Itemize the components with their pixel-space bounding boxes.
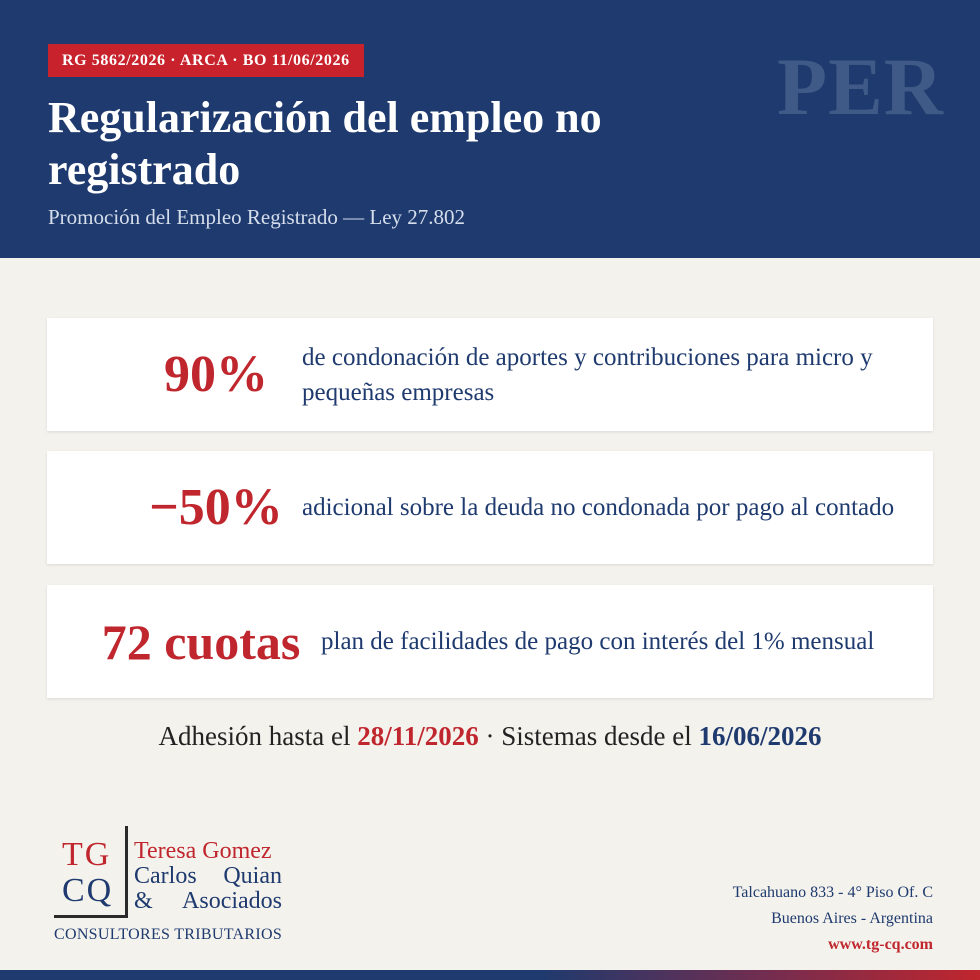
- logo-tagline: CONSULTORES TRIBUTARIOS: [54, 926, 283, 943]
- logo-name-teresa-gomez: Teresa Gomez: [134, 838, 272, 864]
- logo-name-asociados: & Asociados: [134, 888, 282, 914]
- benefit-description: plan de facilidades de pago con interés …: [321, 628, 875, 655]
- regulation-tag: RG 5862/2026 · ARCA · BO 11/06/2026: [48, 44, 364, 77]
- systems-label: · Sistemas desde el: [485, 721, 692, 751]
- per-watermark: PER: [777, 41, 944, 132]
- adhesion-date: 28/11/2026: [357, 721, 479, 751]
- logo-name-carlos-quian: Carlos Quian: [134, 863, 282, 889]
- logo-name-quian: Quian: [223, 863, 282, 889]
- logo-asociados: Asociados: [182, 888, 282, 914]
- logo-tg: TG: [62, 836, 112, 873]
- contact-address: Talcahuano 833 - 4° Piso Of. C: [732, 884, 933, 901]
- bottom-accent-bar: [0, 970, 980, 980]
- benefit-card-cash-discount: −50% adicional sobre la deuda no condona…: [47, 451, 933, 564]
- logo-frame-horizontal: [54, 915, 128, 918]
- logo-cq: CQ: [62, 872, 114, 909]
- page-title: Regularización del empleo no registrado: [48, 93, 602, 194]
- benefit-card-installments: 72 cuotas plan de facilidades de pago co…: [47, 585, 933, 698]
- logo-frame-vertical: [125, 826, 128, 918]
- adhesion-label: Adhesión hasta el: [158, 721, 351, 751]
- key-dates: Adhesión hasta el 28/11/2026 · Sistemas …: [0, 716, 980, 756]
- logo-name-carlos: Carlos: [134, 863, 197, 889]
- systems-date: 16/06/2026: [698, 721, 822, 751]
- contact-info: Talcahuano 833 - 4° Piso Of. C Buenos Ai…: [733, 880, 933, 958]
- logo-ampersand: &: [134, 888, 153, 914]
- header-banner: RG 5862/2026 · ARCA · BO 11/06/2026 PER …: [0, 0, 980, 258]
- page-subtitle: Promoción del Empleo Registrado — Ley 27…: [48, 205, 466, 229]
- benefit-value: −50%: [149, 478, 283, 536]
- benefit-description: de condonación de aportes y contribucion…: [302, 343, 873, 406]
- benefit-value: 90%: [164, 345, 268, 403]
- contact-website-link[interactable]: www.tg-cq.com: [828, 936, 933, 953]
- benefit-card-condonation: 90% de condonación de aportes y contribu…: [47, 318, 933, 431]
- contact-city: Buenos Aires - Argentina: [771, 910, 933, 927]
- benefit-description: adicional sobre la deuda no condonada po…: [302, 494, 895, 521]
- benefit-value: 72 cuotas: [101, 613, 301, 670]
- firm-logo: TG CQ Teresa Gomez Carlos Quian & Asocia…: [54, 826, 294, 946]
